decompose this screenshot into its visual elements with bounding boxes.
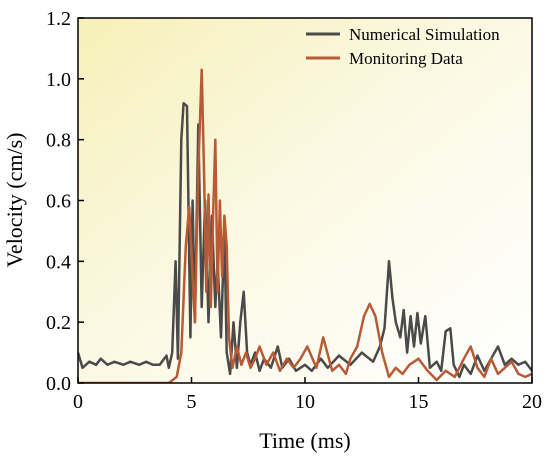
x-tick-label: 0 xyxy=(73,391,83,413)
y-tick-label: 0.6 xyxy=(46,191,71,213)
legend-label-numerical-simulation: Numerical Simulation xyxy=(349,25,500,44)
y-tick-label: 0.2 xyxy=(46,312,71,334)
x-tick-label: 20 xyxy=(522,391,542,413)
x-axis-title: Time (ms) xyxy=(259,428,350,453)
plot-background xyxy=(78,18,532,383)
legend-label-monitoring-data: Monitoring Data xyxy=(349,49,463,68)
y-tick-label: 0.0 xyxy=(46,373,71,395)
series-line-monitoring-data xyxy=(78,68,532,383)
x-tick-label: 10 xyxy=(295,391,315,413)
series-layer xyxy=(78,68,532,383)
x-tick-label: 5 xyxy=(187,391,197,413)
y-tick-label: 0.4 xyxy=(46,251,71,273)
ticks-layer: 0 5 10 15 20 0.0 0.2 0.4 0.6 0.8 1.0 1.2 xyxy=(46,8,542,413)
legend: Numerical Simulation Monitoring Data xyxy=(306,25,500,68)
y-axis-title: Velocity (cm/s) xyxy=(2,132,27,267)
y-tick-label: 1.2 xyxy=(46,8,71,30)
y-tick-label: 1.0 xyxy=(46,69,71,91)
x-tick-label: 15 xyxy=(409,391,429,413)
y-tick-label: 0.8 xyxy=(46,130,71,152)
